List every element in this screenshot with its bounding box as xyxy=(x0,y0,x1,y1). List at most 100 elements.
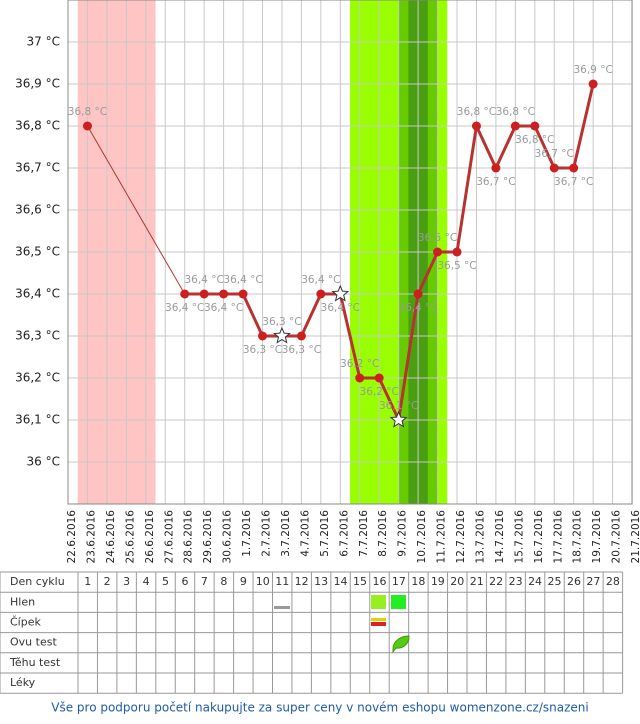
cycle-day: 11 xyxy=(275,575,289,588)
cycle-day: 21 xyxy=(470,575,484,588)
x-tick-label: 2.7.2016 xyxy=(261,510,273,557)
cycle-day: 23 xyxy=(509,575,523,588)
cycle-day: 25 xyxy=(548,575,562,588)
x-tick-label: 19.7.2016 xyxy=(591,510,603,564)
point xyxy=(549,163,559,173)
point xyxy=(452,247,462,257)
value-label: 36,7 °C xyxy=(554,176,593,188)
point xyxy=(433,247,443,257)
y-tick-label: 36,2 °C xyxy=(15,371,60,385)
cycle-day: 20 xyxy=(450,575,464,588)
x-tick-label: 7.7.2016 xyxy=(358,510,370,557)
cervix-icon xyxy=(371,622,386,626)
table-row-label: Hlen xyxy=(10,595,35,608)
cycle-day: 9 xyxy=(240,575,247,588)
cycle-day: 6 xyxy=(181,575,188,588)
value-label: 36,3 °C xyxy=(262,316,301,328)
value-label: 36,8 °C xyxy=(496,106,535,118)
cycle-day: 8 xyxy=(220,575,227,588)
point xyxy=(413,289,423,299)
point xyxy=(238,289,248,299)
x-tick-label: 25.6.2016 xyxy=(124,510,136,564)
point xyxy=(296,331,306,341)
x-tick-label: 30.6.2016 xyxy=(222,510,234,564)
value-label: 36,1 °C xyxy=(379,400,418,412)
mucus-icon xyxy=(371,595,386,609)
point xyxy=(258,331,267,341)
point xyxy=(588,79,598,89)
cycle-day: 2 xyxy=(104,575,111,588)
x-tick-label: 17.7.2016 xyxy=(552,510,564,564)
value-label: 36,9 °C xyxy=(573,64,612,76)
y-tick-label: 36 °C xyxy=(27,455,60,469)
value-label: 36,3 °C xyxy=(243,344,282,356)
y-tick-label: 36,1 °C xyxy=(15,413,60,427)
temperature-line xyxy=(184,83,595,422)
y-tick-label: 36,4 °C xyxy=(15,287,60,301)
table-header-label: Den cyklu xyxy=(10,575,65,588)
cycle-day: 15 xyxy=(353,575,367,588)
point xyxy=(219,289,229,299)
star-marker xyxy=(389,410,408,428)
table-row-label: Léky xyxy=(10,676,36,689)
cycle-day: 5 xyxy=(162,575,169,588)
x-tick-label: 29.6.2016 xyxy=(202,510,214,564)
y-tick-label: 36,7 °C xyxy=(15,161,60,175)
value-label: 36,5 °C xyxy=(437,260,476,272)
value-label: 36,4 °C xyxy=(204,302,243,314)
x-tick-label: 27.6.2016 xyxy=(163,510,175,564)
point xyxy=(355,373,365,383)
x-tick-label: 1.7.2016 xyxy=(241,510,253,557)
value-label: 36,2 °C xyxy=(360,386,399,398)
x-tick-label: 15.7.2016 xyxy=(513,510,525,564)
cervix-icon xyxy=(371,618,386,621)
star-marker xyxy=(331,284,350,302)
y-tick-label: 36,5 °C xyxy=(15,245,60,259)
x-tick-label: 22.6.2016 xyxy=(66,510,78,564)
x-tick-label: 23.6.2016 xyxy=(85,510,97,564)
y-tick-label: 37 °C xyxy=(27,35,60,49)
table-row-label: Čípek xyxy=(10,616,41,629)
x-tick-label: 16.7.2016 xyxy=(533,510,545,564)
mucus-icon xyxy=(274,606,290,609)
x-tick-label: 20.7.2016 xyxy=(611,510,623,564)
table-row-label: Těhu test xyxy=(9,656,61,669)
x-tick-label: 24.6.2016 xyxy=(105,510,117,564)
y-tick-label: 36,6 °C xyxy=(15,203,60,217)
x-tick-label: 13.7.2016 xyxy=(474,510,486,564)
cycle-day: 10 xyxy=(256,575,270,588)
x-tick-label: 5.7.2016 xyxy=(319,510,331,557)
value-label: 36,4 °C xyxy=(398,302,437,314)
point xyxy=(199,289,209,299)
value-label: 36,7 °C xyxy=(535,148,574,160)
cycle-day: 28 xyxy=(606,575,620,588)
x-tick-label: 18.7.2016 xyxy=(572,510,584,564)
point xyxy=(471,121,481,131)
mucus-icon xyxy=(391,595,406,609)
x-tick-label: 6.7.2016 xyxy=(338,510,350,557)
value-label: 36,7 °C xyxy=(476,176,515,188)
value-label: 36,4 °C xyxy=(223,274,262,286)
value-label: 36,4 °C xyxy=(165,302,204,314)
x-tick-label: 14.7.2016 xyxy=(494,510,506,564)
point xyxy=(374,373,384,383)
cycle-day: 13 xyxy=(314,575,328,588)
cycle-day: 17 xyxy=(392,575,406,588)
cycle-day: 19 xyxy=(431,575,445,588)
value-label: 36,5 °C xyxy=(418,232,457,244)
point xyxy=(510,121,520,131)
footer-link[interactable]: Vše pro podporu početí nakupujte za supe… xyxy=(51,701,588,715)
y-tick-label: 36,9 °C xyxy=(15,77,60,91)
x-tick-label: 9.7.2016 xyxy=(397,510,409,557)
point xyxy=(316,289,326,299)
x-tick-label: 28.6.2016 xyxy=(183,510,195,564)
value-label: 36,3 °C xyxy=(282,344,321,356)
cycle-day: 3 xyxy=(123,575,130,588)
cycle-day: 12 xyxy=(295,575,309,588)
y-tick-label: 36,8 °C xyxy=(15,119,60,133)
value-label: 36,4 °C xyxy=(301,274,340,286)
cycle-day: 22 xyxy=(489,575,503,588)
ovulation-test-icon xyxy=(392,635,410,654)
cycle-day: 1 xyxy=(84,575,91,588)
x-tick-label: 21.7.2016 xyxy=(630,510,640,564)
